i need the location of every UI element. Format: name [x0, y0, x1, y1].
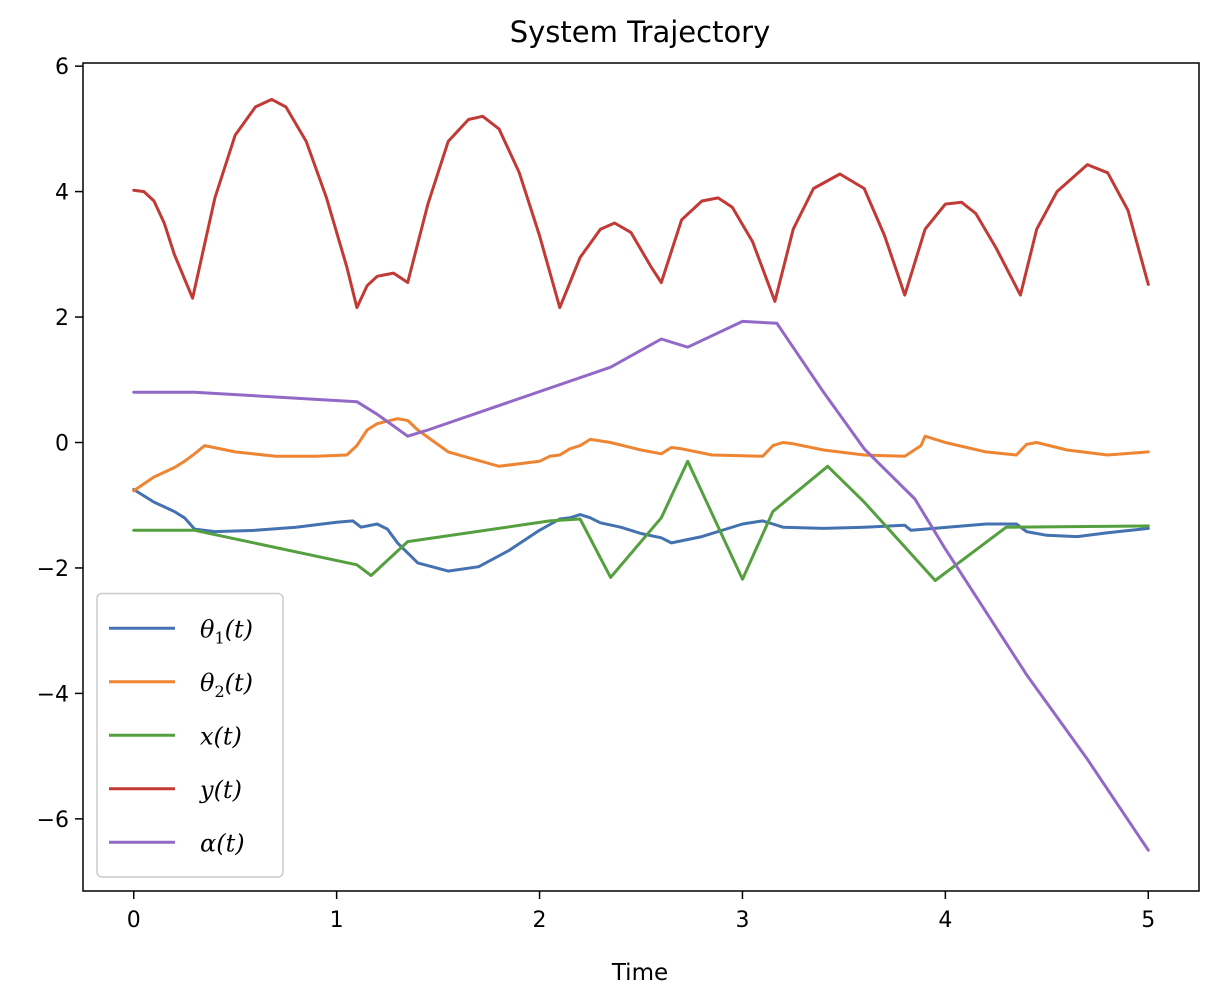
series-line-alpha: [132, 319, 1150, 852]
legend-label-y: y(t): [199, 776, 242, 804]
x-axis: 0 1 2 3 4 5: [127, 891, 1155, 933]
series-line-x: [132, 459, 1150, 582]
series-layer: [132, 97, 1150, 852]
legend-label-theta1: θ1(t): [200, 615, 253, 647]
legend: θ1(t)θ2(t)x(t)y(t)α(t): [96, 592, 284, 878]
series-line-theta1: [132, 488, 1150, 573]
plot-frame: [82, 62, 1200, 892]
legend-subscript: 1: [214, 628, 224, 647]
y-tick-label: −2: [37, 557, 69, 582]
y-tick-label: 6: [55, 55, 69, 80]
legend-suffix: (t): [225, 669, 253, 697]
x-tick-label: 3: [735, 908, 749, 933]
series-line-theta2: [132, 417, 1150, 493]
legend-symbol: x: [200, 722, 214, 750]
legend-suffix: (t): [216, 829, 244, 857]
legend-suffix: (t): [225, 615, 253, 643]
x-tick-label: 5: [1141, 908, 1155, 933]
legend-symbol: θ: [200, 669, 215, 697]
x-tick-label: 1: [330, 908, 344, 933]
y-tick-label: 0: [55, 432, 69, 457]
legend-symbol: θ: [200, 615, 215, 643]
legend-subscript: 2: [214, 682, 224, 701]
chart-title: System Trajectory: [510, 15, 771, 49]
legend-box: [96, 592, 284, 878]
y-tick-label: 4: [55, 181, 69, 206]
x-tick-label: 2: [533, 908, 547, 933]
x-tick-label: 0: [127, 908, 141, 933]
y-tick-label: 2: [55, 306, 69, 331]
series-line-y: [132, 97, 1150, 310]
y-axis: 6 4 2 0 −2 −4 −6: [37, 55, 83, 833]
legend-label-x: x(t): [200, 722, 242, 750]
legend-suffix: (t): [214, 776, 242, 804]
x-axis-label: Time: [611, 960, 668, 986]
x-tick-label: 4: [938, 908, 952, 933]
legend-symbol: y: [199, 776, 214, 804]
legend-label-alpha: α(t): [200, 829, 245, 857]
legend-suffix: (t): [214, 722, 242, 750]
legend-label-theta2: θ2(t): [200, 669, 253, 701]
y-tick-label: −4: [37, 682, 69, 707]
legend-symbol: α: [200, 829, 216, 857]
y-tick-label: −6: [37, 808, 69, 833]
